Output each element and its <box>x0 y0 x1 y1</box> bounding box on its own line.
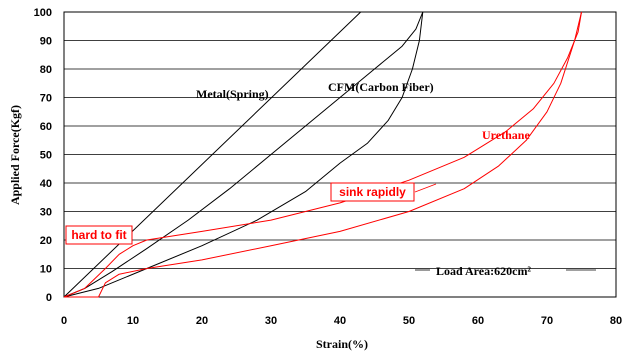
annotations: Metal(Spring) CFM(Carbon Fiber) Urethane… <box>65 80 596 278</box>
cfm-label: CFM(Carbon Fiber) <box>328 80 434 94</box>
y-tick-0: 0 <box>46 292 52 304</box>
hard-label: hard to fit <box>71 228 126 242</box>
x-tick-10: 10 <box>127 315 139 327</box>
sink-leader <box>414 183 437 193</box>
x-tick-labels: 0 10 20 30 40 50 60 70 80 <box>61 315 622 327</box>
x-tick-0: 0 <box>61 315 67 327</box>
x-tick-20: 20 <box>196 315 208 327</box>
y-axis-label: Applied Force(Kgf) <box>8 105 22 205</box>
x-tick-60: 60 <box>472 315 484 327</box>
urethane-loading-curve <box>63 11 582 298</box>
grid-lines <box>64 40 616 269</box>
y-tick-40: 40 <box>40 178 52 190</box>
sink-callout-box <box>330 182 415 202</box>
y-tick-30: 30 <box>40 207 52 219</box>
cfm-carbon-fiber-loading-curve <box>63 11 424 298</box>
hard-callout-box <box>65 225 133 245</box>
y-tick-90: 90 <box>40 36 52 48</box>
plot-area <box>63 11 617 298</box>
y-tick-60: 60 <box>40 121 52 133</box>
y-tick-70: 70 <box>40 93 52 105</box>
x-tick-40: 40 <box>334 315 346 327</box>
y-tick-80: 80 <box>40 64 52 76</box>
y-tick-20: 20 <box>40 235 52 247</box>
y-tick-labels: 0 10 20 30 40 50 60 70 80 90 100 <box>34 7 52 304</box>
urethane-label: Urethane <box>482 128 530 142</box>
metal-label: Metal(Spring) <box>196 87 269 101</box>
x-tick-80: 80 <box>610 315 622 327</box>
x-tick-70: 70 <box>541 315 553 327</box>
y-tick-10: 10 <box>40 264 52 276</box>
sink-label: sink rapidly <box>339 185 406 199</box>
y-tick-100: 100 <box>34 7 52 19</box>
x-axis-label: Strain(%) <box>316 337 368 351</box>
metal-spring-line <box>63 11 362 298</box>
x-tick-30: 30 <box>265 315 277 327</box>
urethane-unloading-curve <box>64 11 582 298</box>
data-series <box>63 11 582 298</box>
y-tick-50: 50 <box>40 150 52 162</box>
load-area-label: Load Area:620cm² <box>436 264 531 278</box>
x-tick-50: 50 <box>403 315 415 327</box>
